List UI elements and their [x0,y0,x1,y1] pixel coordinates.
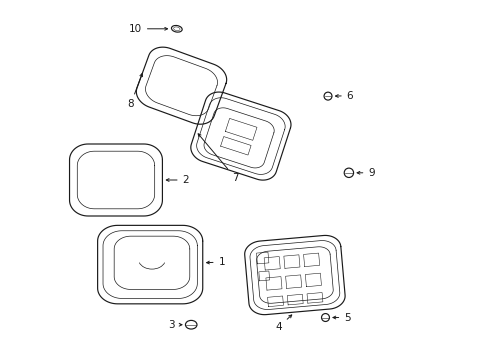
Text: 4: 4 [275,315,291,332]
Ellipse shape [324,92,331,100]
Ellipse shape [185,320,197,329]
Text: 6: 6 [335,91,353,101]
Polygon shape [244,235,345,315]
Text: 2: 2 [166,175,189,185]
Text: 9: 9 [356,168,374,178]
Polygon shape [98,225,203,304]
Ellipse shape [321,314,329,321]
Text: 5: 5 [332,312,350,323]
Ellipse shape [171,26,182,32]
Polygon shape [69,144,162,216]
Text: 1: 1 [206,257,225,267]
Polygon shape [190,92,290,180]
Text: 7: 7 [198,134,239,183]
Polygon shape [136,47,226,124]
Ellipse shape [344,168,353,177]
Text: 10: 10 [128,24,167,34]
Text: 8: 8 [127,73,142,109]
Text: 3: 3 [168,320,182,330]
